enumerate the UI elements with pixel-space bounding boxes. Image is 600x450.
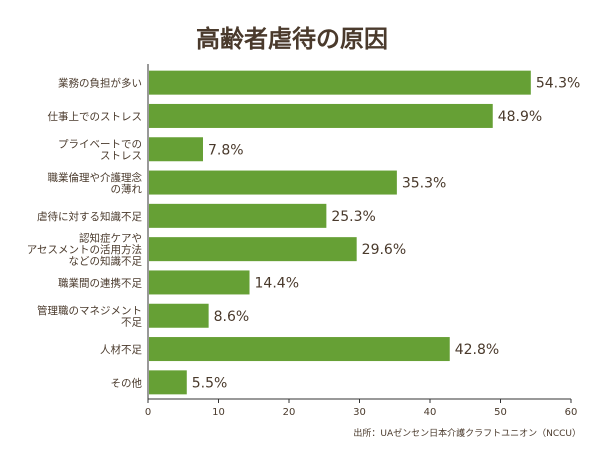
category-label-8: 人材不足 <box>100 343 142 356</box>
x-tick-label-2: 20 <box>283 407 296 418</box>
x-tick-label-5: 50 <box>494 407 507 418</box>
x-tick-label-0: 0 <box>145 407 151 418</box>
x-tick-label-3: 30 <box>353 407 366 418</box>
category-label-9: その他 <box>111 376 143 389</box>
bar-2 <box>149 137 203 162</box>
x-tick-label-4: 40 <box>424 407 437 418</box>
category-label-5: 認知症ケアやアセスメントの活用方法などの知識不足 <box>27 232 143 268</box>
value-label-5: 29.6% <box>362 242 406 258</box>
category-label-6: 職業間の連携不足 <box>58 276 142 289</box>
value-label-6: 14.4% <box>255 275 299 291</box>
category-label-4: 虐待に対する知識不足 <box>37 210 142 223</box>
category-label-7: 管理職のマネジメント不足 <box>37 304 142 329</box>
value-label-1: 48.9% <box>498 109 542 125</box>
category-label-1: 仕事上でのストレス <box>48 110 143 123</box>
x-axis-ticks: 0 10 20 30 40 50 60 <box>145 399 578 418</box>
bar-6 <box>149 270 250 295</box>
category-label-3: 職業倫理や介護理念の薄れ <box>48 171 143 196</box>
bar-1 <box>149 103 493 128</box>
value-label-2: 7.8% <box>208 142 244 158</box>
category-label-2: プライベートでのストレス <box>58 139 142 163</box>
x-tick-label-6: 60 <box>565 407 578 418</box>
bar-7 <box>149 303 209 328</box>
bar-9 <box>149 370 187 395</box>
bar-3 <box>149 170 397 195</box>
bar-4 <box>149 203 327 228</box>
bar-0 <box>149 70 531 95</box>
value-label-9: 5.5% <box>192 375 228 391</box>
category-labels: 業務の負担が多い仕事上でのストレスプライベートでのストレス職業倫理や介護理念の薄… <box>27 77 143 390</box>
value-label-3: 35.3% <box>402 176 446 192</box>
value-label-0: 54.3% <box>536 76 580 92</box>
bar-5 <box>149 237 357 262</box>
bars <box>149 70 531 395</box>
value-label-4: 25.3% <box>331 209 375 225</box>
value-labels: 54.3% 48.9% 7.8% 35.3% 25.3% 29.6% 14.4% 8.6% 42… <box>192 76 581 392</box>
source-note: 出所：UAゼンセン日本介護クラフトユニオン（NCCU） <box>353 427 581 439</box>
value-label-8: 42.8% <box>455 342 499 358</box>
bar-8 <box>149 337 450 362</box>
x-tick-label-1: 10 <box>212 407 225 418</box>
value-label-7: 8.6% <box>214 309 250 325</box>
chart-title: 高齢者虐待の原因 <box>196 25 388 53</box>
category-label-0: 業務の負担が多い <box>58 77 142 90</box>
